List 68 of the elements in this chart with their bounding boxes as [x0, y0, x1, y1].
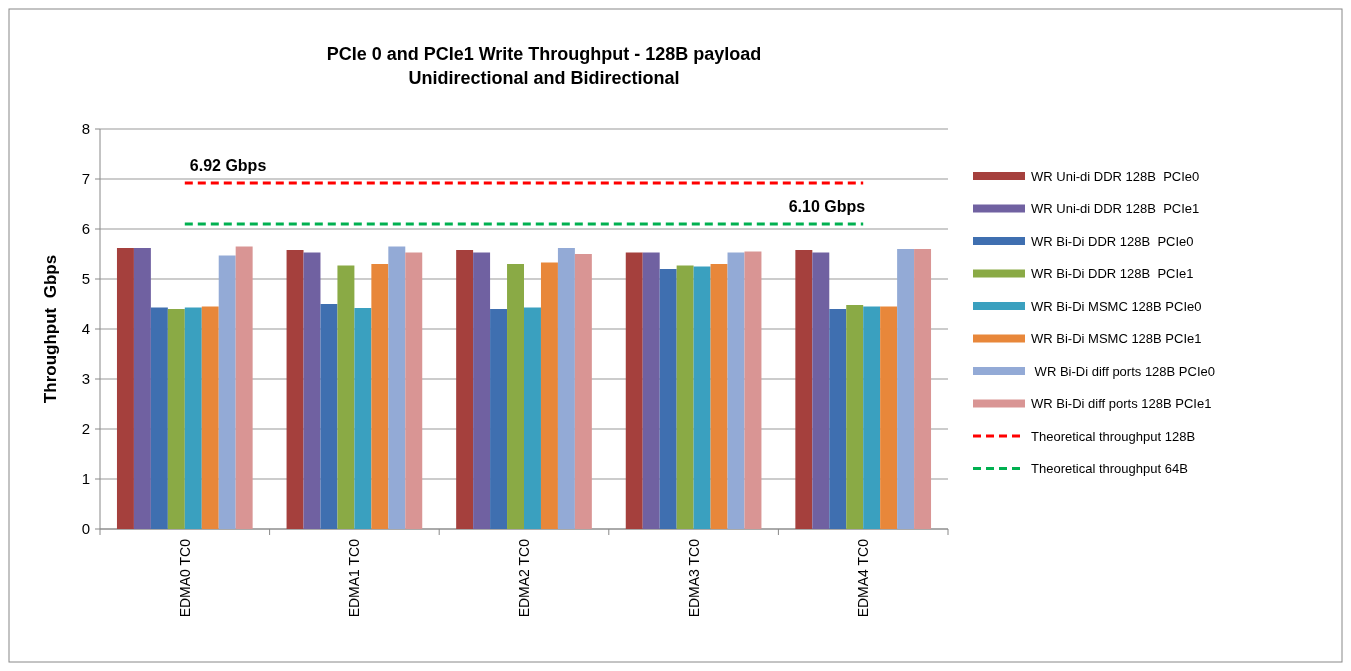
legend-label: WR Bi-Di DDR 128B PCIe1 [1031, 266, 1194, 282]
legend-label: WR Bi-Di DDR 128B PCIe0 [1031, 233, 1194, 249]
bar [201, 306, 219, 529]
bar [829, 309, 847, 529]
bar [642, 252, 660, 529]
bar [490, 309, 508, 529]
chart-title: PCIe 0 and PCIe1 Write Throughput - 128B payload Unidirectional and Bidirectional [326, 44, 762, 88]
bar [133, 248, 151, 529]
legend-label: WR Bi-Di diff ports 128B PCIe0 [1031, 363, 1215, 379]
y-tick-label: 3 [81, 370, 90, 388]
bar [795, 250, 813, 529]
bar [218, 255, 236, 529]
bar [557, 248, 575, 529]
x-tick-label: EDMA0 TC0 [176, 538, 193, 618]
y-axis-title: Throughput Gbps [41, 254, 60, 404]
bar [354, 308, 372, 529]
bar [150, 307, 168, 529]
bar [456, 250, 474, 529]
y-tick-label: 0 [81, 520, 90, 538]
legend-label: WR Bi-Di MSMC 128B PCIe0 [1031, 298, 1202, 314]
bar [473, 252, 491, 529]
bar [303, 252, 321, 529]
bar [846, 305, 864, 529]
y-tick-label: 5 [81, 270, 90, 288]
bar [524, 307, 541, 529]
y-tick-label: 1 [81, 470, 90, 488]
legend-label: WR Uni-di DDR 128B PCIe1 [1031, 201, 1200, 217]
x-tick-label: EDMA2 TC0 [515, 538, 532, 618]
legend-label: WR Bi-Di MSMC 128B PCIe1 [1031, 331, 1202, 347]
y-tick-label: 7 [81, 170, 90, 188]
y-tick-label: 2 [81, 420, 90, 438]
bar [659, 269, 677, 529]
bar [371, 264, 389, 529]
bar [405, 252, 423, 529]
y-tick-label: 6 [81, 220, 90, 238]
bar [167, 309, 185, 529]
bar [744, 251, 762, 529]
bar [880, 306, 898, 529]
x-tick-label: EDMA1 TC0 [346, 538, 363, 618]
bar [727, 252, 745, 529]
bar [863, 306, 881, 529]
legend-label: Theoretical throughput 128B [1031, 428, 1196, 444]
bar [116, 248, 134, 529]
bar [337, 265, 355, 529]
bar [320, 304, 338, 529]
legend-label: Theoretical throughput 64B [1031, 461, 1188, 477]
bar [676, 265, 694, 529]
x-tick-label: EDMA4 TC0 [855, 538, 872, 618]
bar [507, 264, 524, 529]
bar [625, 252, 643, 529]
bar [235, 246, 253, 529]
y-tick-label: 8 [81, 120, 90, 138]
y-tick-label: 4 [81, 320, 90, 338]
annotation: 6.10 Gbps [788, 198, 866, 215]
legend-label: WR Bi-Di diff ports 128B PCIe1 [1031, 396, 1212, 412]
bar [897, 249, 915, 529]
bar [184, 307, 202, 529]
bar [710, 264, 728, 529]
bar [812, 252, 830, 529]
bar [286, 250, 304, 529]
bar [693, 266, 711, 529]
bar [540, 262, 558, 529]
bar [574, 254, 592, 529]
bar [388, 246, 406, 529]
annotation: 6.92 Gbps [189, 157, 267, 174]
bar [914, 249, 932, 529]
legend-label: WR Uni-di DDR 128B PCIe0 [1031, 168, 1200, 184]
x-tick-label: EDMA3 TC0 [685, 538, 702, 618]
